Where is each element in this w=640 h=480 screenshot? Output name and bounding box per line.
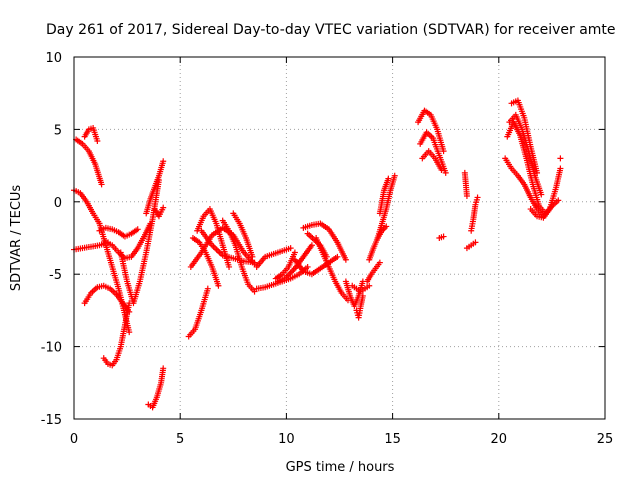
data-point-marker <box>126 329 133 336</box>
data-point-marker <box>534 169 541 176</box>
data-point-marker <box>440 233 447 240</box>
data-point-marker <box>555 197 562 204</box>
data-point-marker <box>342 256 349 263</box>
data-point-marker <box>383 223 390 230</box>
data-point-marker <box>463 193 470 200</box>
x-tick-label: 0 <box>70 432 78 447</box>
data-point-marker <box>308 242 315 249</box>
chart-title: Day 261 of 2017, Sidereal Day-to-day VTE… <box>46 22 616 38</box>
data-point-marker <box>472 239 479 246</box>
data-point-marker <box>376 259 383 266</box>
data-point-marker <box>323 253 330 260</box>
data-point-marker <box>557 165 564 172</box>
data-point-marker <box>226 263 233 270</box>
data-point-marker <box>366 282 373 289</box>
data-point-marker <box>538 191 545 198</box>
data-point-marker <box>251 259 258 266</box>
y-axis-label: SDTVAR / TECUs <box>9 185 24 292</box>
data-point-marker <box>134 226 141 233</box>
data-point-marker <box>286 271 293 278</box>
x-tick-label: 15 <box>384 432 401 447</box>
data-point-marker <box>291 249 298 256</box>
data-point-marker <box>442 169 449 176</box>
x-tick-label: 20 <box>491 432 508 447</box>
data-point-marker <box>334 253 341 260</box>
y-tick-label: -10 <box>41 341 62 356</box>
x-tick-label: 5 <box>176 432 184 447</box>
data-point-marker <box>160 365 167 372</box>
data-point-marker <box>204 285 211 292</box>
x-tick-label: 10 <box>278 432 295 447</box>
data-point-marker <box>160 204 167 211</box>
y-tick-label: 10 <box>45 51 62 66</box>
y-tick-label: -15 <box>41 413 62 428</box>
data-point-marker <box>160 158 167 165</box>
data-point-marker <box>94 137 101 144</box>
data-point-marker <box>385 175 392 182</box>
data-point-marker <box>98 181 105 188</box>
data-points <box>71 97 564 411</box>
axis-ticks: 0 5 10 15 20 25 -15 -10 -5 0 5 10 <box>41 51 614 447</box>
data-point-marker <box>304 263 311 270</box>
data-point-marker <box>391 172 398 179</box>
data-point-marker <box>249 253 256 260</box>
data-point-marker <box>359 292 366 299</box>
y-tick-label: 5 <box>54 123 62 138</box>
x-tick-label: 25 <box>597 432 614 447</box>
data-point-marker <box>287 245 294 252</box>
y-tick-label: -5 <box>49 268 62 283</box>
data-point-marker <box>438 166 445 173</box>
x-axis-label: GPS time / hours <box>286 460 395 475</box>
data-point-marker <box>440 148 447 155</box>
y-tick-label: 0 <box>54 196 62 211</box>
data-point-marker <box>289 268 296 275</box>
plot-frame <box>73 56 606 420</box>
grid-lines <box>74 57 605 419</box>
data-point-marker <box>474 194 481 201</box>
data-point-marker <box>215 282 222 289</box>
data-point-marker <box>557 155 564 162</box>
